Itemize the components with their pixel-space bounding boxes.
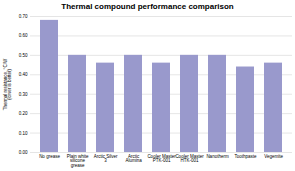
svg-text:0.60: 0.60 (19, 33, 28, 38)
svg-text:ArcticAlumina: ArcticAlumina (125, 154, 142, 164)
svg-text:No grease: No grease (39, 154, 60, 159)
html-text:Thermal compound performance c: Thermal compound performance comparison (61, 2, 234, 11)
svg-text:Vegemite: Vegemite (264, 154, 283, 159)
svg-text:0.20: 0.20 (19, 111, 28, 116)
svg-text:0.10: 0.10 (19, 131, 28, 136)
svg-text:Cooler MasterPTK-001: Cooler MasterPTK-001 (147, 154, 176, 164)
svg-text:Arctic Silver3: Arctic Silver3 (94, 154, 118, 164)
svg-text:0.00: 0.00 (19, 150, 28, 155)
svg-text:0.70: 0.70 (19, 14, 28, 19)
svg-text:Toothpaste: Toothpaste (234, 154, 257, 159)
svg-text:Thermal resistance, °C/W(lower: Thermal resistance, °C/W(lower is better… (3, 58, 13, 110)
svg-text:Cooler MasterHTK-001: Cooler MasterHTK-001 (175, 154, 204, 164)
svg-text:Plain whitesiliconegrease: Plain whitesiliconegrease (67, 154, 89, 168)
svg-text:0.30: 0.30 (19, 92, 28, 97)
svg-text:0.40: 0.40 (19, 72, 28, 77)
svg-text:0.50: 0.50 (19, 53, 28, 58)
svg-text:Nanotherm: Nanotherm (206, 154, 229, 159)
